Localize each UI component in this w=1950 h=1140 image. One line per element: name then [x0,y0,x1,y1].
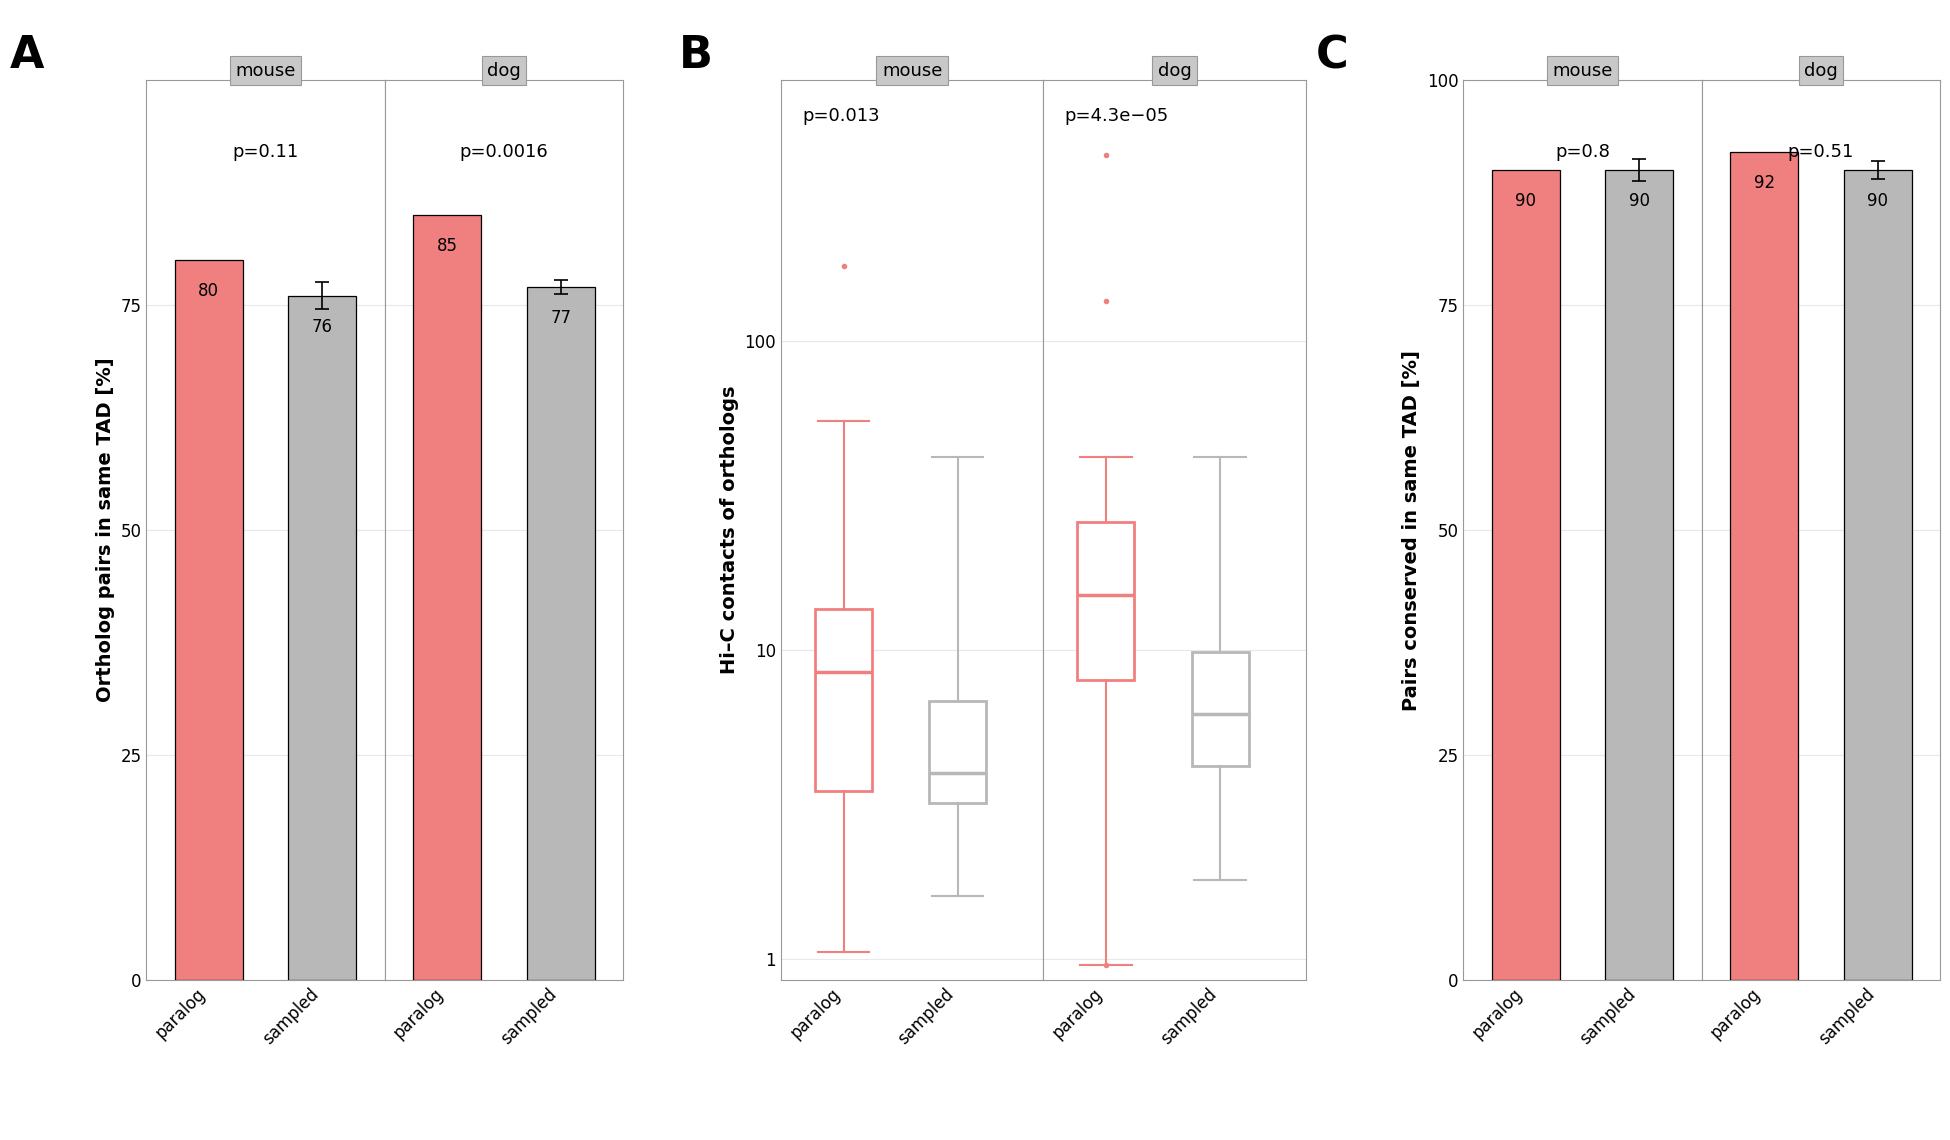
Bar [413,214,482,980]
Text: 85: 85 [437,237,458,255]
Text: p=0.11: p=0.11 [232,142,298,161]
Title: dog: dog [488,62,521,80]
Polygon shape [1191,652,1248,766]
Text: 90: 90 [1515,193,1537,211]
Bar [289,296,357,980]
Text: 92: 92 [1753,174,1774,193]
Text: B: B [679,34,712,78]
Title: dog: dog [1158,62,1191,80]
Title: dog: dog [1804,62,1839,80]
Y-axis label: Pairs conserved in same TAD [%]: Pairs conserved in same TAD [%] [1402,350,1422,710]
Y-axis label: Ortholog pairs in same TAD [%]: Ortholog pairs in same TAD [%] [96,358,115,702]
Text: p=0.013: p=0.013 [801,107,879,124]
Bar [1492,170,1560,980]
Polygon shape [815,610,872,790]
Text: 77: 77 [550,309,571,327]
Polygon shape [1078,521,1135,679]
Bar [176,260,244,980]
Text: 76: 76 [312,318,333,336]
Text: A: A [10,34,45,78]
Y-axis label: Hi–C contacts of orthologs: Hi–C contacts of orthologs [720,385,739,675]
Title: mouse: mouse [236,62,296,80]
Text: p=4.3e−05: p=4.3e−05 [1065,107,1168,124]
Title: mouse: mouse [881,62,942,80]
Title: mouse: mouse [1552,62,1613,80]
Text: 80: 80 [199,283,218,301]
Text: 90: 90 [1868,193,1888,211]
Text: 90: 90 [1628,193,1650,211]
Bar [526,287,595,980]
Text: p=0.8: p=0.8 [1554,142,1611,161]
Bar [1843,170,1911,980]
Text: p=0.0016: p=0.0016 [460,142,548,161]
Bar [1605,170,1673,980]
Text: C: C [1316,34,1349,78]
Polygon shape [930,701,987,803]
Bar [1730,152,1798,980]
Text: p=0.51: p=0.51 [1788,142,1854,161]
